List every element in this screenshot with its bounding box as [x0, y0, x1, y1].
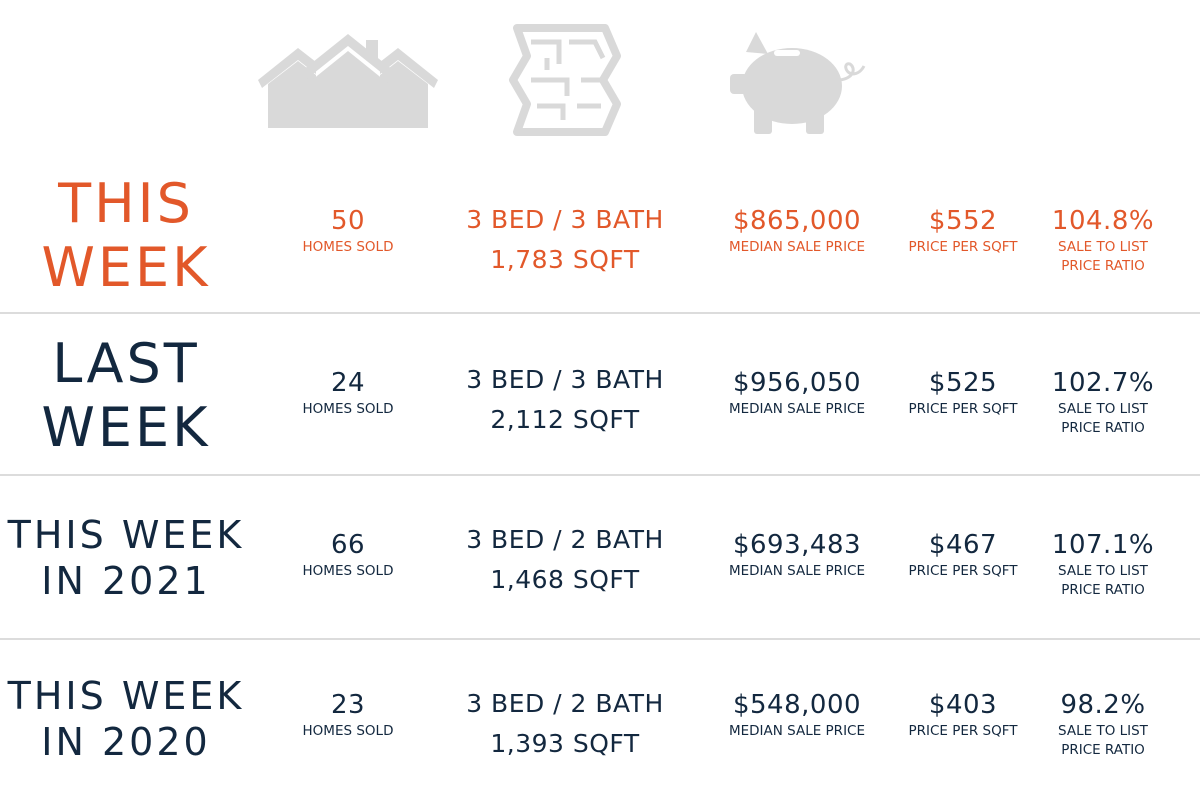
ratio-value: 104.8% [1051, 206, 1155, 236]
homes-sold-label: HOMES SOLD [302, 563, 394, 579]
median-price-cell: $693,483 MEDIAN SALE PRICE [712, 532, 882, 581]
row-label-line1: LAST [52, 332, 200, 395]
median-price-cell: $956,050 MEDIAN SALE PRICE [712, 370, 882, 419]
ratio-label-line1: SALE TO LIST [1058, 563, 1148, 579]
homes-sold-cell: 23 HOMES SOLD [288, 692, 408, 741]
homes-sold-cell: 50 HOMES SOLD [288, 208, 408, 257]
median-price-cell: $548,000 MEDIAN SALE PRICE [712, 692, 882, 741]
row-label-line1: THIS WEEK [7, 674, 245, 718]
median-price-label: MEDIAN SALE PRICE [728, 239, 866, 255]
sqft-value: 1,783 SQFT [490, 245, 640, 274]
row-label: LAST WEEK [0, 318, 252, 474]
homes-sold-value: 66 [330, 530, 366, 560]
row-divider [0, 312, 1200, 314]
price-per-sqft-cell: $467 PRICE PER SQFT [900, 532, 1026, 581]
row-divider [0, 638, 1200, 640]
homes-sold-cell: 24 HOMES SOLD [288, 370, 408, 419]
row-label-line1: THIS WEEK [7, 513, 245, 557]
median-price-label: MEDIAN SALE PRICE [728, 723, 866, 739]
row-label: THIS WEEK IN 2020 [0, 644, 252, 794]
ratio-cell: 107.1% SALE TO LIST PRICE RATIO [1036, 532, 1170, 600]
homes-sold-value: 24 [330, 368, 366, 398]
bed-bath-cell: 3 BED / 3 BATH 2,112 SQFT [440, 360, 690, 440]
median-price-label: MEDIAN SALE PRICE [728, 401, 866, 417]
bed-bath-value: 3 BED / 2 BATH [466, 525, 664, 554]
homes-sold-label: HOMES SOLD [302, 239, 394, 255]
median-price-value: $865,000 [732, 206, 862, 236]
median-price-label: MEDIAN SALE PRICE [728, 563, 866, 579]
bed-bath-value: 3 BED / 2 BATH [466, 689, 664, 718]
bed-bath-value: 3 BED / 3 BATH [466, 365, 664, 394]
homes-sold-cell: 66 HOMES SOLD [288, 532, 408, 581]
median-price-value: $956,050 [732, 368, 862, 398]
price-per-sqft-label: PRICE PER SQFT [908, 723, 1018, 739]
row-label-line2: WEEK [41, 236, 211, 299]
price-per-sqft-cell: $525 PRICE PER SQFT [900, 370, 1026, 419]
stats-row-2020: THIS WEEK IN 2020 23 HOMES SOLD 3 BED / … [0, 644, 1200, 800]
homes-sold-label: HOMES SOLD [302, 401, 394, 417]
ratio-label-line1: SALE TO LIST [1058, 239, 1148, 255]
price-per-sqft-label: PRICE PER SQFT [908, 401, 1018, 417]
floor-plan-icon [507, 22, 623, 138]
ratio-value: 102.7% [1051, 368, 1155, 398]
row-label: THIS WEEK IN 2021 [0, 480, 252, 636]
sqft-value: 2,112 SQFT [490, 405, 640, 434]
price-per-sqft-cell: $552 PRICE PER SQFT [900, 208, 1026, 257]
ratio-cell: 102.7% SALE TO LIST PRICE RATIO [1036, 370, 1170, 438]
row-label-line2: IN 2021 [41, 559, 211, 603]
homes-sold-value: 50 [330, 206, 366, 236]
ratio-label-line1: SALE TO LIST [1058, 401, 1148, 417]
median-price-value: $548,000 [732, 690, 862, 720]
ratio-value: 107.1% [1051, 530, 1155, 560]
icon-header [0, 0, 1200, 150]
bed-bath-cell: 3 BED / 3 BATH 1,783 SQFT [440, 200, 690, 280]
homes-sold-value: 23 [330, 690, 366, 720]
homes-sold-label: HOMES SOLD [302, 723, 394, 739]
price-per-sqft-value: $552 [928, 206, 998, 236]
row-label-line1: THIS [58, 172, 194, 235]
median-price-cell: $865,000 MEDIAN SALE PRICE [712, 208, 882, 257]
ratio-label-line1: SALE TO LIST [1058, 723, 1148, 739]
ratio-label-line2: PRICE RATIO [1061, 582, 1145, 598]
ratio-cell: 104.8% SALE TO LIST PRICE RATIO [1036, 208, 1170, 276]
ratio-value: 98.2% [1060, 690, 1146, 720]
ratio-label-line2: PRICE RATIO [1061, 420, 1145, 436]
row-label-line2: WEEK [41, 396, 211, 459]
row-divider [0, 474, 1200, 476]
price-per-sqft-label: PRICE PER SQFT [908, 239, 1018, 255]
median-price-value: $693,483 [732, 530, 862, 560]
bed-bath-cell: 3 BED / 2 BATH 1,393 SQFT [440, 684, 690, 764]
stats-row-2021: THIS WEEK IN 2021 66 HOMES SOLD 3 BED / … [0, 480, 1200, 636]
row-label-line2: IN 2020 [41, 720, 211, 764]
sqft-value: 1,393 SQFT [490, 729, 640, 758]
stats-row-last-week: LAST WEEK 24 HOMES SOLD 3 BED / 3 BATH 2… [0, 318, 1200, 474]
sqft-value: 1,468 SQFT [490, 565, 640, 594]
bed-bath-cell: 3 BED / 2 BATH 1,468 SQFT [440, 520, 690, 600]
ratio-cell: 98.2% SALE TO LIST PRICE RATIO [1036, 692, 1170, 760]
piggy-bank-icon [728, 28, 868, 136]
price-per-sqft-label: PRICE PER SQFT [908, 563, 1018, 579]
houses-icon [258, 34, 438, 128]
price-per-sqft-value: $525 [928, 368, 998, 398]
price-per-sqft-value: $467 [928, 530, 998, 560]
ratio-label-line2: PRICE RATIO [1061, 742, 1145, 758]
bed-bath-value: 3 BED / 3 BATH [466, 205, 664, 234]
price-per-sqft-cell: $403 PRICE PER SQFT [900, 692, 1026, 741]
row-label: THIS WEEK [0, 160, 252, 312]
ratio-label-line2: PRICE RATIO [1061, 258, 1145, 274]
stats-row-this-week: THIS WEEK 50 HOMES SOLD 3 BED / 3 BATH 1… [0, 160, 1200, 312]
price-per-sqft-value: $403 [928, 690, 998, 720]
